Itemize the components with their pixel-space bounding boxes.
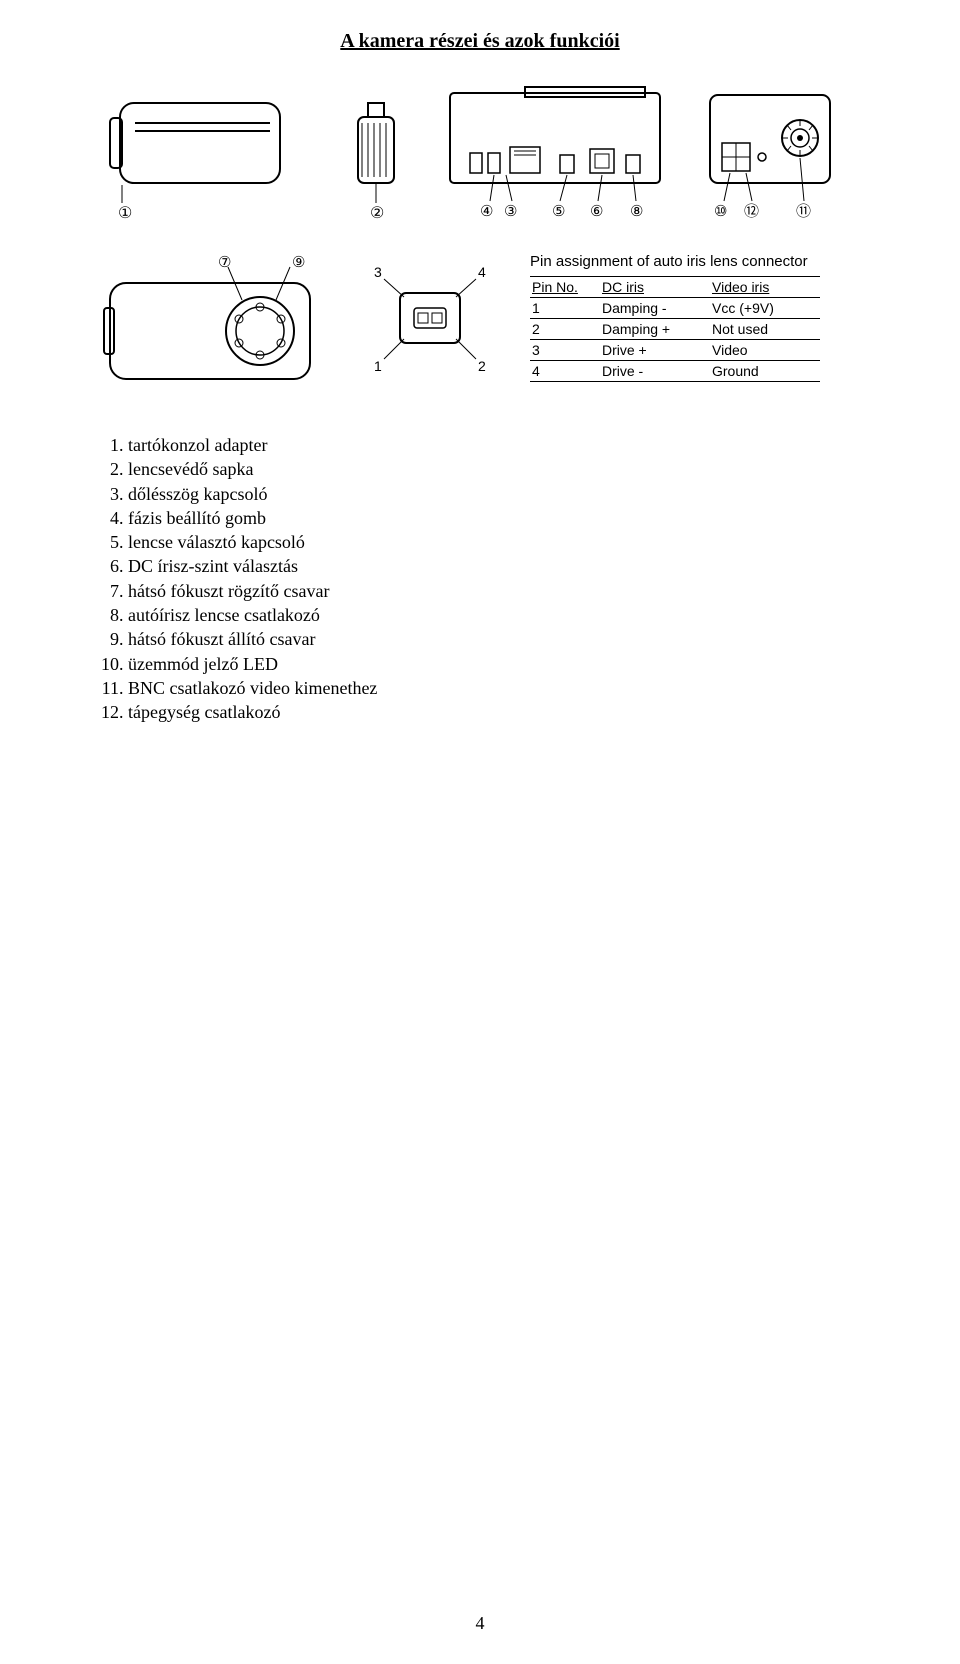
col-video-iris: Video iris xyxy=(710,277,820,298)
table-row: 3 Drive + Video xyxy=(530,340,820,361)
callout-10: ⑩ xyxy=(714,203,727,220)
list-item: fázis beállító gomb xyxy=(128,506,860,530)
diagram-lens-cap: ② xyxy=(340,83,410,223)
diagram-camera-side: ① xyxy=(100,83,310,223)
list-item: tartókonzol adapter xyxy=(128,433,860,457)
diagram-camera-back: ⑩ ⑫ ⑪ xyxy=(700,83,840,223)
figure-row-2: ⑦ ⑨ 3 4 1 2 Pin assignment of auto iris … xyxy=(100,253,860,393)
list-item: hátsó fókuszt rögzítő csavar xyxy=(128,579,860,603)
callout-8: ⑧ xyxy=(630,203,643,220)
page-number: 4 xyxy=(0,1613,960,1634)
diagram-camera-bottom: ④ ③ ⑤ ⑥ ⑧ xyxy=(440,83,670,223)
diagram-camera-front: ⑦ ⑨ xyxy=(100,253,330,393)
page-title: A kamera részei és azok funkciói xyxy=(100,30,860,53)
callout-9: ⑨ xyxy=(292,254,305,271)
list-item: lencse választó kapcsoló xyxy=(128,530,860,554)
callout-11: ⑪ xyxy=(796,203,811,220)
table-row: 1 Damping - Vcc (+9V) xyxy=(530,298,820,319)
col-pin-no: Pin No. xyxy=(530,277,600,298)
table-header-row: Pin No. DC iris Video iris xyxy=(530,277,820,298)
list-item: BNC csatlakozó video kimenethez xyxy=(128,676,860,700)
callout-12: ⑫ xyxy=(744,203,759,220)
callout-6: ⑥ xyxy=(590,203,603,220)
connector-pin-4: 4 xyxy=(478,264,486,280)
connector-pin-1: 1 xyxy=(374,358,382,374)
pin-table-caption: Pin assignment of auto iris lens connect… xyxy=(530,253,820,270)
list-item: autóírisz lencse csatlakozó xyxy=(128,603,860,627)
table-row: 4 Drive - Ground xyxy=(530,361,820,382)
list-item: hátsó fókuszt állító csavar xyxy=(128,627,860,651)
callout-2: ② xyxy=(370,205,384,222)
figure-row-1: ① ② xyxy=(100,83,860,223)
pin-assignment-table: Pin No. DC iris Video iris 1 Damping - V… xyxy=(530,276,820,382)
callout-7: ⑦ xyxy=(218,254,231,271)
callout-1: ① xyxy=(118,205,132,222)
table-row: 2 Damping + Not used xyxy=(530,319,820,340)
callout-5: ⑤ xyxy=(552,203,565,220)
list-item: tápegység csatlakozó xyxy=(128,700,860,724)
connector-pin-2: 2 xyxy=(478,358,486,374)
list-item: lencsevédő sapka xyxy=(128,457,860,481)
diagram-iris-connector: 3 4 1 2 xyxy=(360,253,500,393)
list-item: DC írisz-szint választás xyxy=(128,554,860,578)
list-item: dőlésszög kapcsoló xyxy=(128,482,860,506)
callout-4: ④ xyxy=(480,203,493,220)
parts-list: tartókonzol adapter lencsevédő sapka dől… xyxy=(100,433,860,725)
callout-3: ③ xyxy=(504,203,517,220)
pin-assignment-block: Pin assignment of auto iris lens connect… xyxy=(530,253,820,382)
list-item: üzemmód jelző LED xyxy=(128,652,860,676)
col-dc-iris: DC iris xyxy=(600,277,710,298)
connector-pin-3: 3 xyxy=(374,264,382,280)
